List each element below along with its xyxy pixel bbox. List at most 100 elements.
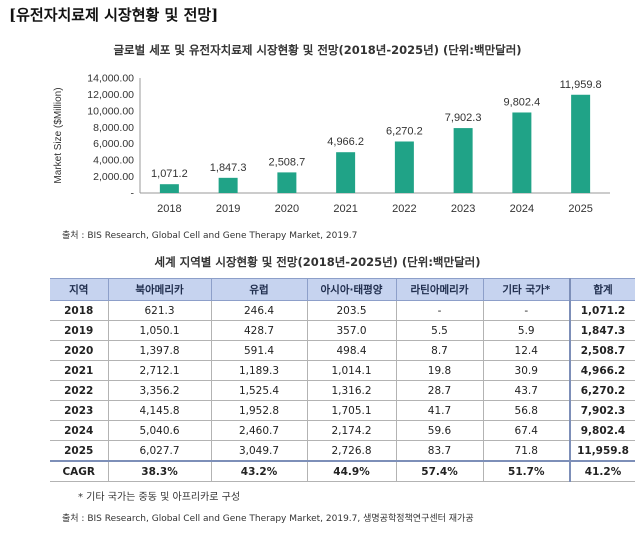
- x-tick-label: 2023: [451, 203, 475, 215]
- table-row: 2023 4,145.8 1,952.8 1,705.1 41.7 56.8 7,902.3: [50, 400, 635, 421]
- value-cell: 8.7: [395, 340, 484, 361]
- value-cell: 59.6: [395, 420, 484, 441]
- cagr-value: 41.2%: [569, 460, 635, 482]
- value-cell: -: [395, 300, 484, 321]
- value-cell: 1,952.8: [210, 400, 308, 421]
- value-cell: 357.0: [306, 320, 397, 341]
- value-cell: 3,049.7: [210, 440, 308, 462]
- value-cell: 6,027.7: [107, 440, 212, 462]
- value-cell: 2,460.7: [210, 420, 308, 441]
- bar-2021: [336, 152, 356, 193]
- y-tick-label: 14,000.00: [87, 73, 134, 85]
- value-cell: 56.8: [482, 400, 571, 421]
- total-cell: 11,959.8: [569, 440, 635, 462]
- value-cell: -: [482, 300, 571, 321]
- y-tick-label: 4,000.00: [93, 155, 134, 167]
- bar-data-label: 11,959.8: [560, 79, 602, 91]
- total-cell: 9,802.4: [569, 420, 635, 441]
- value-cell: 591.4: [210, 340, 308, 361]
- value-cell: 19.8: [395, 360, 484, 381]
- table-body: 2018 621.3 246.4 203.5- -1,071.2 2019 1,050.1 4…: [50, 300, 635, 482]
- cagr-label: CAGR: [50, 460, 109, 482]
- value-cell: 1,397.8: [107, 340, 212, 361]
- chart-source: 출처 : BIS Research, Global Cell and Gene …: [62, 231, 358, 241]
- value-cell: 5,040.6: [107, 420, 212, 441]
- cagr-value: 43.2%: [210, 460, 308, 482]
- total-cell: 1,071.2: [569, 300, 635, 321]
- value-cell: 67.4: [482, 420, 571, 441]
- value-cell: 428.7: [210, 320, 308, 341]
- cagr-value: 44.9%: [306, 460, 397, 482]
- year-cell: 2025: [50, 440, 109, 462]
- total-cell: 6,270.2: [569, 380, 635, 401]
- bar-2018: [159, 184, 179, 193]
- bar-2023: [453, 128, 473, 193]
- x-tick-label: 2022: [392, 203, 416, 215]
- value-cell: 5.5: [395, 320, 484, 341]
- value-cell: 1,189.3: [210, 360, 308, 381]
- header-total: 합계: [569, 278, 635, 301]
- x-tick-label: 2024: [510, 203, 534, 215]
- header-other-countries: 기타 국가*: [482, 278, 571, 301]
- value-cell: 5.9: [482, 320, 571, 341]
- cagr-value: 38.3%: [107, 460, 212, 482]
- bar-2025: [571, 94, 591, 193]
- y-tick-label: 2,000.00: [93, 171, 134, 183]
- header-north-america: 북아메리카: [107, 278, 212, 301]
- value-cell: 498.4: [306, 340, 397, 361]
- year-cell: 2023: [50, 400, 109, 421]
- cagr-row: CAGR 38.3% 43.2% 44.9% 57.4% 51.7% 41.2%: [50, 460, 635, 482]
- x-tick-label: 2025: [568, 203, 592, 215]
- total-cell: 4,966.2: [569, 360, 635, 381]
- value-cell: 1,014.1: [306, 360, 397, 381]
- value-cell: 83.7: [395, 440, 484, 462]
- bar-data-label: 6,270.2: [386, 125, 423, 137]
- market-size-bar-chart: - 2,000.00 4,000.00 6,000.00 8,000.00 10,000.…: [53, 73, 610, 215]
- x-tick-label: 2019: [216, 203, 240, 215]
- table-row: 2024 5,040.6 2,460.7 2,174.2 59.6 67.4 9,802.4: [50, 420, 635, 441]
- bar-data-label: 1,071.2: [151, 168, 188, 180]
- value-cell: 28.7: [395, 380, 484, 401]
- bar-data-label: 7,902.3: [445, 112, 482, 124]
- total-cell: 1,847.3: [569, 320, 635, 341]
- page-heading: [유전자치료제 시장현황 및 전망]: [9, 6, 219, 24]
- value-cell: 1,316.2: [306, 380, 397, 401]
- table-header-row: 지역 북아메리카 유럽 아시아·태평양 라틴아메리카 기타 국가* 합계: [50, 278, 635, 301]
- value-cell: 30.9: [482, 360, 571, 381]
- bar-data-label: 2,508.7: [269, 156, 306, 168]
- header-latin-america: 라틴아메리카: [395, 278, 484, 301]
- bar-2020: [277, 172, 297, 193]
- value-cell: 1,050.1: [107, 320, 212, 341]
- footnote: * 기타 국가는 중동 및 아프리카로 구성: [78, 492, 241, 503]
- bar-data-label: 1,847.3: [210, 162, 247, 174]
- value-cell: 43.7: [482, 380, 571, 401]
- y-axis-title: Market Size ($Million): [53, 87, 64, 183]
- value-cell: 1,525.4: [210, 380, 308, 401]
- regional-market-table: 지역 북아메리카 유럽 아시아·태평양 라틴아메리카 기타 국가* 합계 201…: [50, 278, 635, 482]
- y-tick-label: 12,000.00: [87, 89, 134, 101]
- value-cell: 3,356.2: [107, 380, 212, 401]
- y-tick-label: 8,000.00: [93, 122, 134, 134]
- table-title: 세계 지역별 시장현황 및 전망(2018년-2025년) (단위:백만달러): [154, 255, 481, 269]
- total-cell: 7,902.3: [569, 400, 635, 421]
- bar-2019: [218, 177, 238, 193]
- bar-data-label: 4,966.2: [327, 136, 364, 148]
- total-cell: 2,508.7: [569, 340, 635, 361]
- year-cell: 2021: [50, 360, 109, 381]
- table-row: 2022 3,356.2 1,525.4 1,316.2 28.7 43.7 6,270.2: [50, 380, 635, 401]
- x-tick-label: 2021: [333, 203, 357, 215]
- year-cell: 2020: [50, 340, 109, 361]
- table-row: 2025 6,027.7 3,049.7 2,726.8 83.7 71.8 11,959.…: [50, 440, 635, 462]
- bar-2022: [394, 141, 414, 193]
- value-cell: 4,145.8: [107, 400, 212, 421]
- x-tick-label: 2018: [157, 203, 181, 215]
- header-europe: 유럽: [210, 278, 308, 301]
- value-cell: 71.8: [482, 440, 571, 462]
- cagr-value: 57.4%: [395, 460, 484, 482]
- chart-title: 글로벌 세포 및 유전자치료제 시장현황 및 전망(2018년-2025년) (…: [113, 43, 522, 57]
- table-source: 출처 : BIS Research, Global Cell and Gene …: [62, 514, 474, 524]
- y-tick-label: -: [131, 188, 135, 200]
- bar-2024: [512, 112, 532, 193]
- value-cell: 1,705.1: [306, 400, 397, 421]
- y-tick-label: 10,000.00: [87, 105, 134, 117]
